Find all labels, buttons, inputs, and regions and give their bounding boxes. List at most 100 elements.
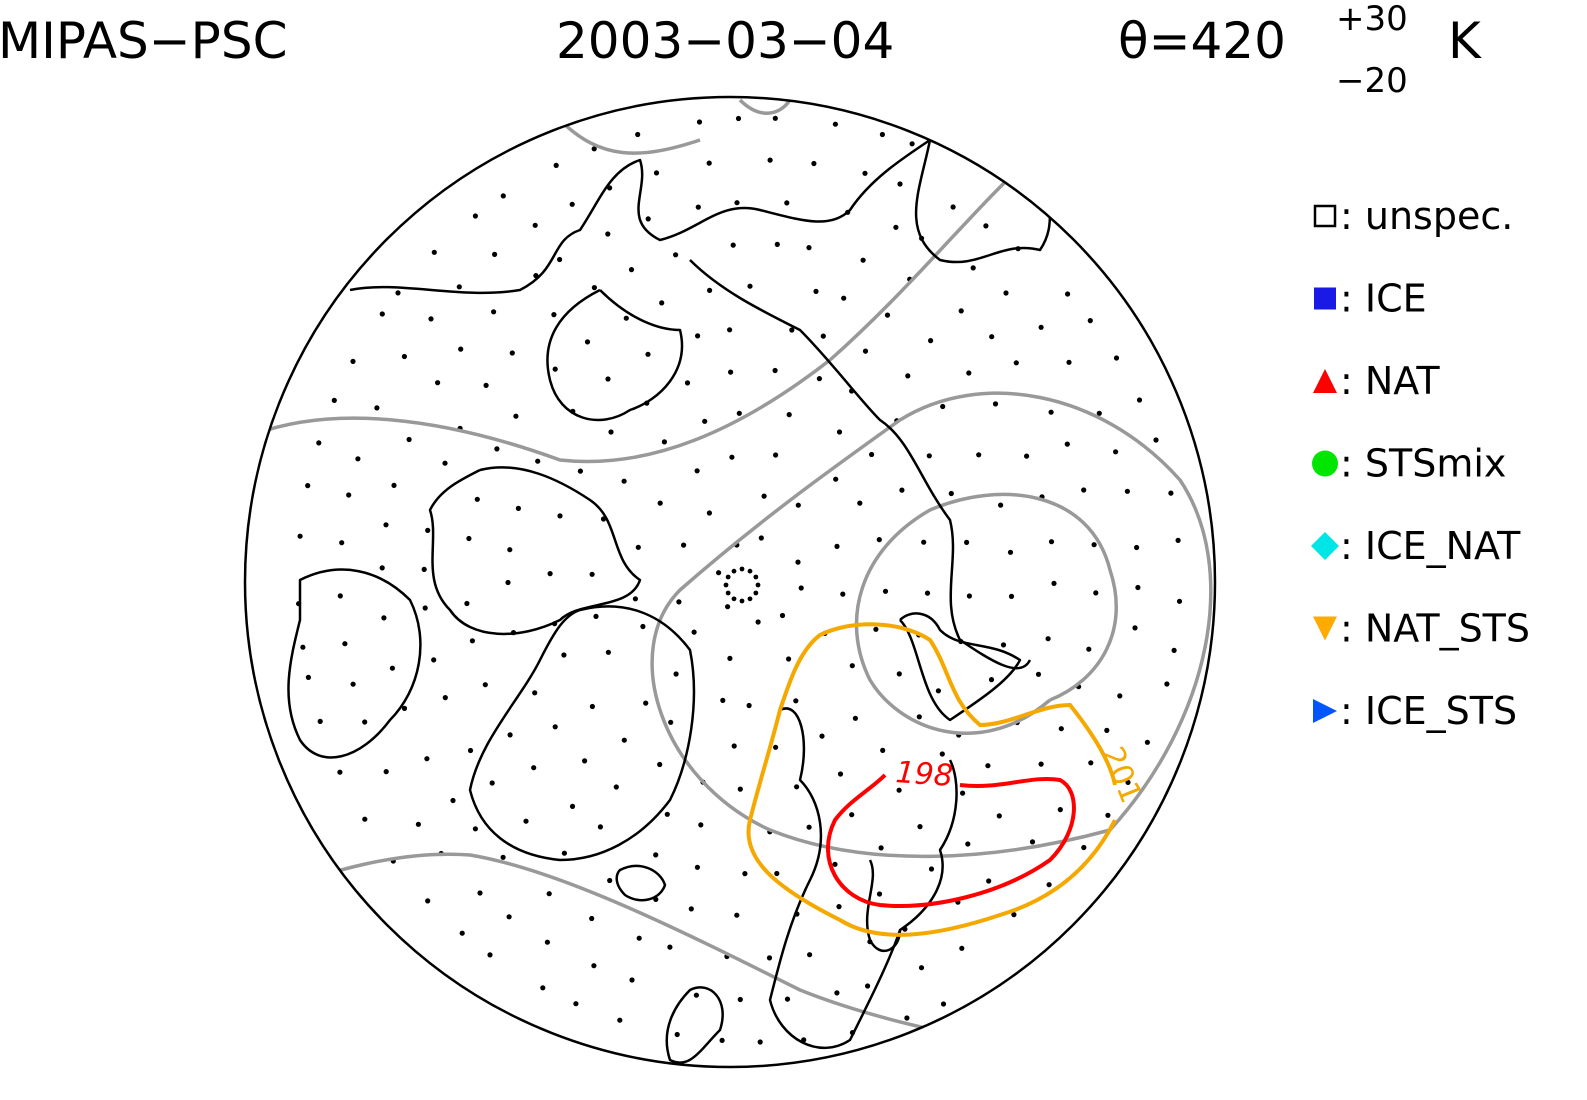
measurement-point (1153, 437, 1159, 443)
measurement-point (983, 223, 989, 229)
measurement-point (459, 930, 465, 936)
measurement-point (1124, 488, 1130, 494)
measurement-point (896, 787, 902, 793)
measurement-point (1065, 291, 1071, 297)
measurement-point (820, 333, 826, 339)
measurement-point (948, 490, 954, 497)
legend-label: : ICE (1340, 277, 1427, 321)
measurement-point (833, 476, 839, 482)
measurement-point (753, 590, 759, 596)
measurement-point (917, 824, 923, 830)
measurement-point (668, 719, 674, 725)
measurement-point (1048, 539, 1055, 545)
measurement-point (552, 366, 558, 372)
measurement-point (1058, 726, 1064, 732)
measurement-point (317, 718, 323, 725)
measurement-point (730, 242, 736, 248)
measurement-point (305, 483, 311, 489)
measurement-point (1135, 584, 1141, 591)
measurement-point (916, 714, 922, 720)
measurement-point (893, 224, 899, 230)
measurement-point (755, 619, 761, 625)
measurement-point (507, 547, 513, 553)
measurement-point (727, 327, 733, 333)
measurement-point (860, 257, 866, 263)
measurement-point (507, 732, 513, 738)
measurement-point (985, 763, 991, 769)
measurement-point (561, 652, 567, 658)
coastline (615, 864, 667, 902)
measurement-point (589, 703, 596, 710)
measurement-point (362, 719, 368, 725)
measurement-point (747, 596, 753, 602)
measurement-point (305, 674, 311, 681)
contour-gray (245, 148, 1042, 464)
theta-unit: K (1448, 12, 1482, 70)
measurement-point (924, 590, 931, 596)
measurement-point (350, 358, 356, 364)
measurement-point (841, 295, 847, 301)
measurement-point (992, 401, 999, 407)
measurement-point (986, 878, 992, 884)
measurement-point (664, 811, 670, 817)
measurement-point (747, 283, 753, 289)
measurement-point (758, 535, 764, 541)
measurement-point (591, 285, 598, 291)
measurement-point (607, 877, 613, 884)
measurement-point (727, 655, 733, 662)
contour-201 (746, 622, 1117, 937)
measurement-point (617, 1017, 623, 1023)
measurement-point (795, 502, 801, 508)
measurement-point (731, 596, 737, 602)
measurement-point (331, 397, 337, 403)
measurement-point (435, 380, 441, 386)
measurement-point (531, 765, 537, 771)
measurement-point (653, 170, 660, 176)
measurement-point (431, 249, 437, 255)
measurement-point (935, 688, 942, 694)
contour-label: 198 (894, 755, 954, 794)
measurement-point (1132, 625, 1138, 631)
measurement-point (897, 181, 903, 187)
measurement-point (1175, 537, 1181, 544)
measurement-point (725, 590, 731, 596)
measurement-point (450, 797, 456, 804)
measurement-point (693, 992, 700, 998)
measurement-point (849, 663, 855, 669)
measurement-point (766, 955, 773, 961)
measurement-point (731, 743, 737, 749)
theta-plus: +30 (1336, 0, 1408, 39)
measurement-point (832, 861, 838, 867)
measurement-point (424, 756, 430, 762)
measurement-point (1113, 449, 1119, 455)
measurement-point (1064, 441, 1070, 447)
measurement-point (794, 784, 800, 790)
measurement-point (428, 316, 434, 322)
measurement-point (882, 588, 889, 594)
measurement-point (300, 644, 306, 650)
measurement-point (734, 200, 740, 206)
measurement-point (1081, 487, 1087, 493)
legend-marker (1313, 616, 1337, 641)
measurement-point (742, 871, 748, 877)
measurement-point (755, 582, 761, 588)
measurement-point (767, 157, 773, 163)
measurement-point (1164, 681, 1170, 687)
measurement-point (1091, 542, 1097, 548)
measurement-point (472, 213, 478, 219)
date: 2003−03−04 (556, 12, 894, 70)
map-content (245, 98, 1213, 1064)
measurement-point (1035, 671, 1042, 677)
measurement-point (442, 695, 448, 701)
measurement-point (621, 737, 627, 743)
measurement-point (379, 565, 385, 571)
measurement-point (786, 656, 792, 662)
measurement-point (819, 733, 825, 739)
measurement-point (1038, 761, 1044, 767)
measurement-point (477, 890, 483, 896)
legend-marker (1313, 699, 1337, 723)
legend-marker (1313, 369, 1337, 393)
measurement-point (608, 429, 614, 435)
